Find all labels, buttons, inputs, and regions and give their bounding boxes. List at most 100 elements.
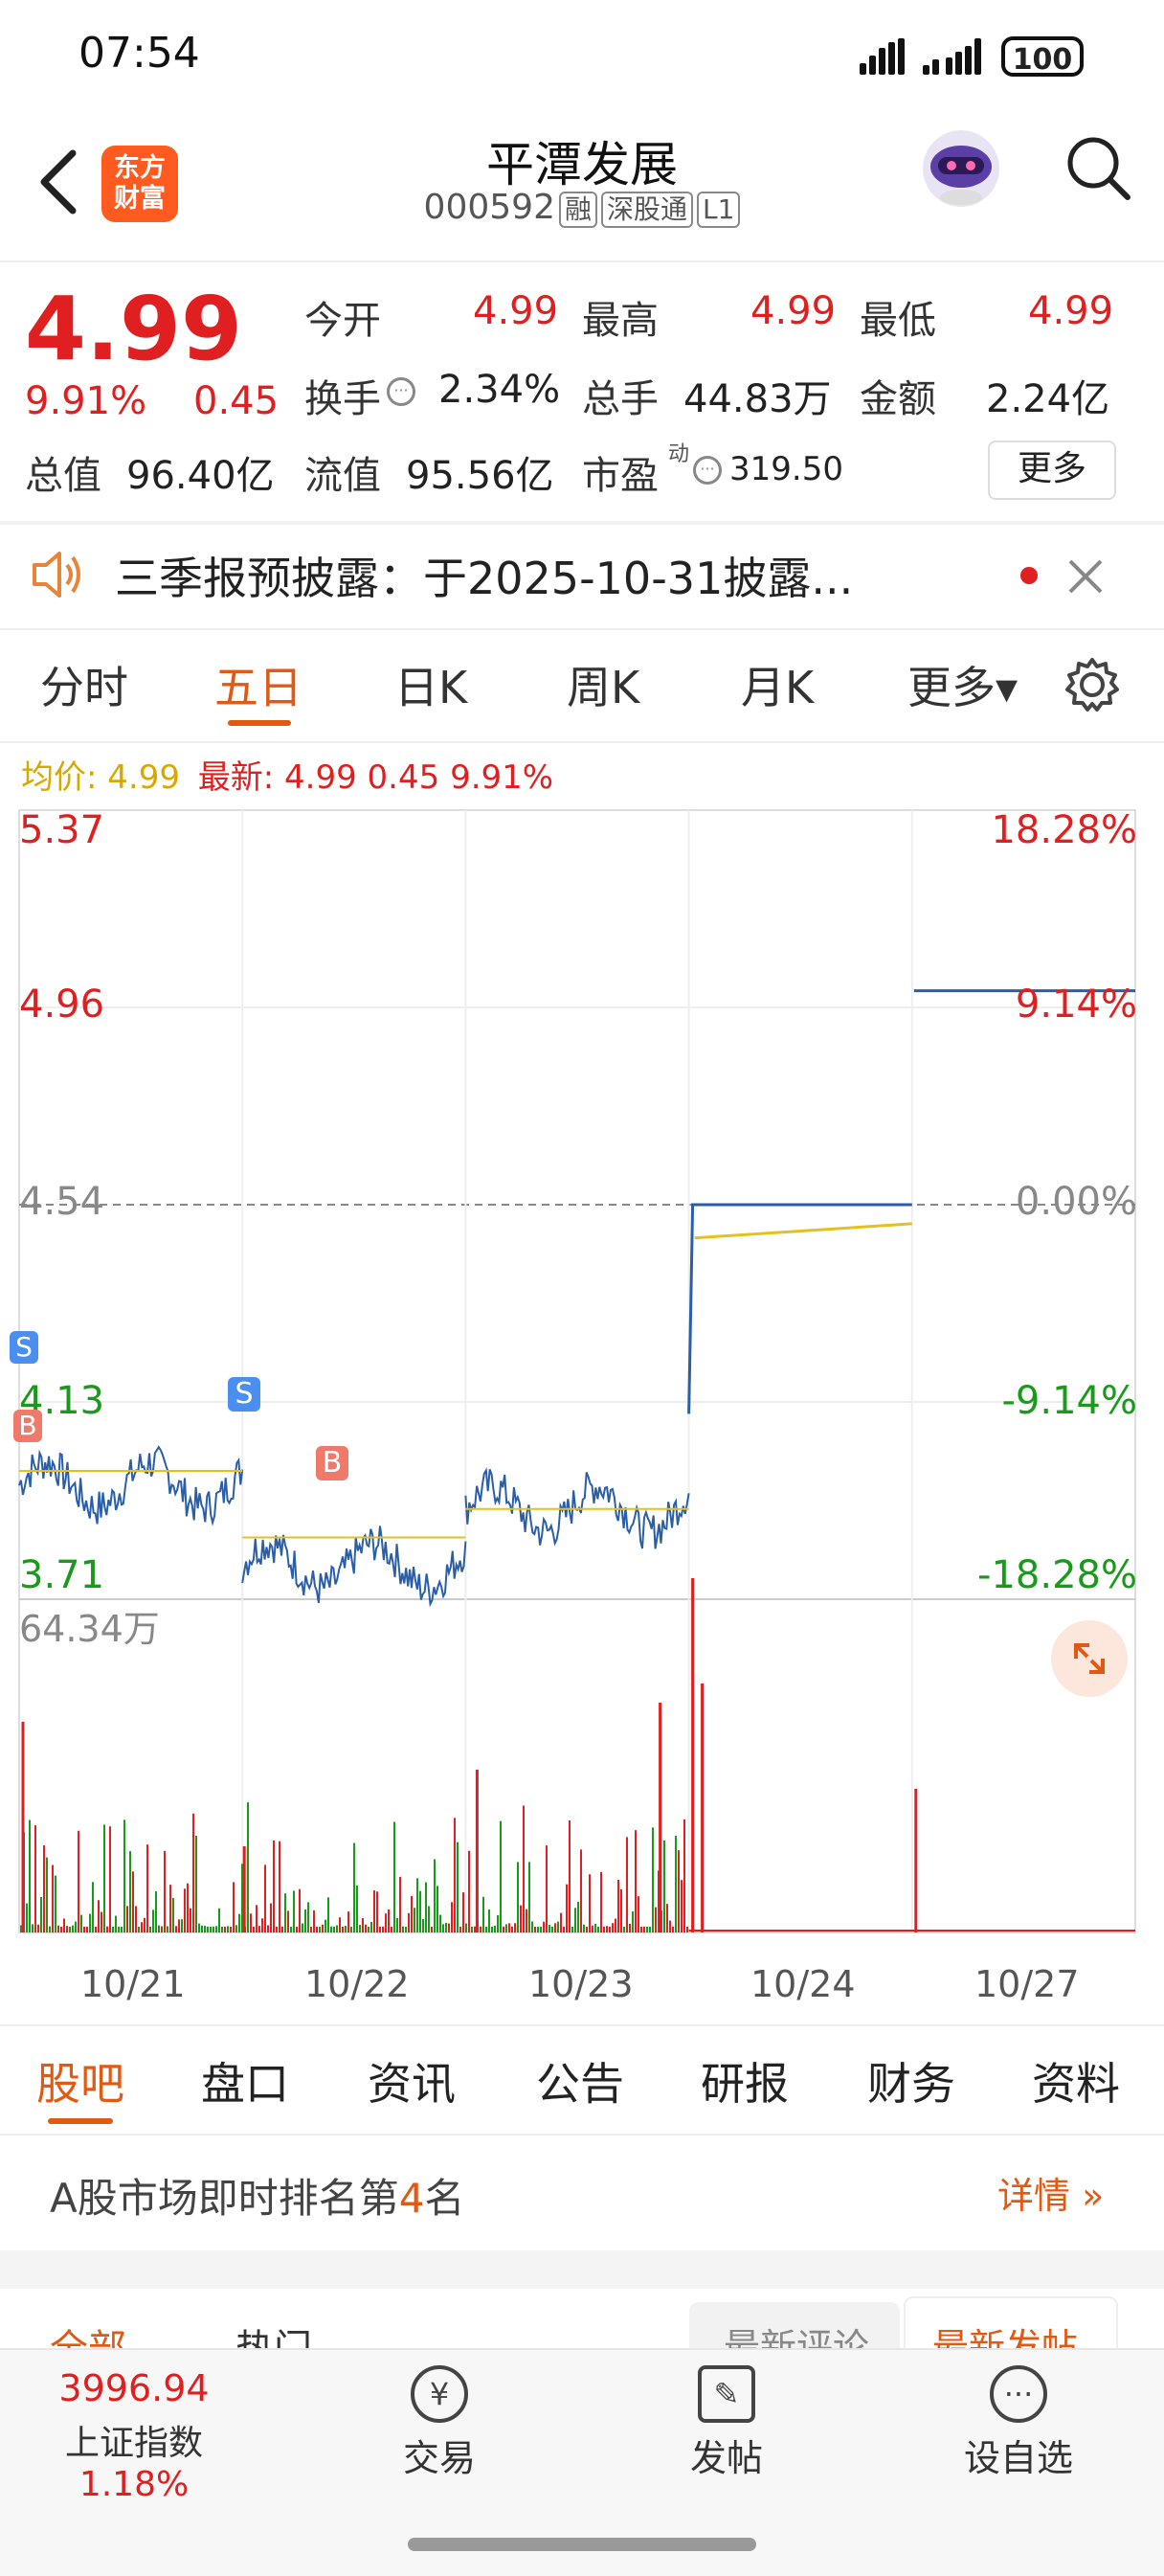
close-icon[interactable] xyxy=(1064,555,1107,598)
tab-news[interactable]: 资讯 xyxy=(368,2058,456,2110)
pe-superscript: 动 xyxy=(668,442,690,466)
speaker-icon xyxy=(29,548,86,601)
high-value: 4.99 xyxy=(750,289,837,333)
amount-value: 2.24亿 xyxy=(986,377,1110,421)
yen-icon: ¥ xyxy=(411,2365,468,2423)
low-label: 最低 xyxy=(860,299,936,343)
amount-label: 金额 xyxy=(860,377,936,421)
sell-marker[interactable]: S xyxy=(10,1331,38,1364)
tab-daily-k[interactable]: 日K xyxy=(394,662,468,713)
turnover-label: 换手 xyxy=(304,377,381,421)
add-watchlist-label: 设自选 xyxy=(963,2437,1073,2479)
volume-max-label: 64.34万 xyxy=(19,1608,160,1650)
rank-suffix: 名 xyxy=(424,2175,465,2222)
volume-value: 44.83万 xyxy=(683,377,832,421)
active-tab-underline xyxy=(48,2118,113,2124)
turnover-value: 2.34% xyxy=(438,368,561,412)
index-widget[interactable]: 3996.94 上证指数 1.18% xyxy=(10,2367,258,2504)
rank-text: A股市场即时排名第4名 xyxy=(50,2166,464,2225)
tab-monthly-k[interactable]: 月K xyxy=(741,662,815,713)
signal-icon-2 xyxy=(923,38,990,75)
rank-number: 4 xyxy=(398,2175,425,2222)
notice-text[interactable]: 三季报预披露：于2025-10-31披露... xyxy=(115,553,854,604)
robot-assistant-icon[interactable] xyxy=(917,124,1005,213)
tab-forum[interactable]: 股吧 xyxy=(36,2058,124,2110)
add-watchlist-button[interactable]: ··· 设自选 xyxy=(951,2365,1086,2481)
chart-frame xyxy=(18,809,1136,1933)
left-axis-label: 5.37 xyxy=(19,808,105,852)
index-name: 上证指数 xyxy=(64,2424,203,2463)
buy-marker[interactable]: B xyxy=(316,1446,348,1480)
post-label: 发帖 xyxy=(689,2437,763,2479)
tag-connect: 深股通 xyxy=(601,192,694,228)
back-icon[interactable] xyxy=(31,144,88,220)
index-change: 1.18% xyxy=(78,2465,190,2504)
tab-weekly-k[interactable]: 周K xyxy=(567,662,640,713)
tab-research[interactable]: 研报 xyxy=(701,2058,789,2110)
price-line xyxy=(464,1467,690,1549)
price-line xyxy=(241,1525,467,1608)
battery-icon: 100 xyxy=(1001,36,1084,77)
total-value: 96.40亿 xyxy=(126,454,275,498)
tab-more[interactable]: 更多▾ xyxy=(907,662,1018,713)
average-line xyxy=(694,1222,912,1240)
tab-profile[interactable]: 资料 xyxy=(1032,2058,1120,2110)
low-value: 4.99 xyxy=(1028,289,1114,333)
right-axis-label: -18.28% xyxy=(977,1553,1137,1597)
trade-button[interactable]: ¥ 交易 xyxy=(377,2365,502,2481)
trade-label: 交易 xyxy=(402,2437,476,2479)
signal-icon xyxy=(860,38,906,75)
total-value-label: 总值 xyxy=(25,454,101,498)
page-title: 平潭发展 xyxy=(486,137,678,192)
right-axis-label: -9.14% xyxy=(1001,1379,1137,1423)
open-value: 4.99 xyxy=(473,289,559,333)
right-axis-label: 9.14% xyxy=(1015,983,1137,1027)
more-button[interactable]: 更多 xyxy=(988,441,1116,500)
tag-margin: 融 xyxy=(558,192,597,228)
change-amount: 0.45 xyxy=(193,379,280,423)
expand-chart-icon[interactable] xyxy=(1051,1620,1128,1697)
stock-code: 000592 xyxy=(423,188,555,227)
active-tab-underline xyxy=(228,720,291,726)
right-axis-label: 0.00% xyxy=(1015,1180,1137,1224)
detail-label: 详情 xyxy=(997,2175,1071,2217)
right-axis-label: 18.28% xyxy=(991,808,1137,852)
latest-price-label: 最新: 4.99 0.45 9.91% xyxy=(197,758,554,797)
pe-value: 319.50 xyxy=(729,450,843,488)
left-axis-label: 4.96 xyxy=(19,983,105,1027)
buy-marker[interactable]: B xyxy=(13,1410,42,1442)
current-price: 4.99 xyxy=(25,278,242,380)
home-indicator xyxy=(408,2538,756,2551)
edit-icon: ✎ xyxy=(698,2365,755,2423)
rank-prefix: A股市场即时排名第 xyxy=(50,2175,399,2222)
settings-gear-icon[interactable] xyxy=(1063,655,1122,714)
high-label: 最高 xyxy=(582,299,659,343)
tab-five-day[interactable]: 五日 xyxy=(214,662,302,713)
avg-price-label: 均价: 4.99 xyxy=(21,758,180,797)
index-value: 3996.94 xyxy=(58,2367,210,2409)
five-day-chart[interactable] xyxy=(0,795,1164,1954)
volume-label: 总手 xyxy=(582,377,659,421)
more-dots-icon: ··· xyxy=(990,2365,1047,2423)
tab-announcements[interactable]: 公告 xyxy=(536,2058,624,2110)
search-icon[interactable] xyxy=(1063,132,1135,205)
post-button[interactable]: ✎ 发帖 xyxy=(664,2365,789,2481)
info-icon[interactable]: ··· xyxy=(387,377,415,406)
sell-marker[interactable]: S xyxy=(228,1377,260,1412)
left-axis-label: 3.71 xyxy=(19,1553,105,1597)
x-axis-label: 10/22 xyxy=(304,1963,410,2005)
tag-level: L1 xyxy=(697,192,741,228)
float-value: 95.56亿 xyxy=(406,454,554,498)
price-line xyxy=(18,1445,244,1526)
x-axis-label: 10/24 xyxy=(750,1963,856,2005)
x-axis-label: 10/23 xyxy=(528,1963,634,2005)
tab-finance[interactable]: 财务 xyxy=(867,2058,955,2110)
unread-dot xyxy=(1020,567,1038,584)
stock-code-line: 000592 融深股通 L1 xyxy=(0,188,1164,228)
left-axis-label: 4.54 xyxy=(19,1180,105,1224)
detail-link[interactable]: 详情 » xyxy=(997,2166,1104,2219)
x-axis-label: 10/21 xyxy=(80,1963,186,2005)
pe-info-icon[interactable]: ··· xyxy=(693,456,722,485)
tab-orderbook[interactable]: 盘口 xyxy=(201,2058,289,2110)
tab-intraday[interactable]: 分时 xyxy=(40,662,128,713)
